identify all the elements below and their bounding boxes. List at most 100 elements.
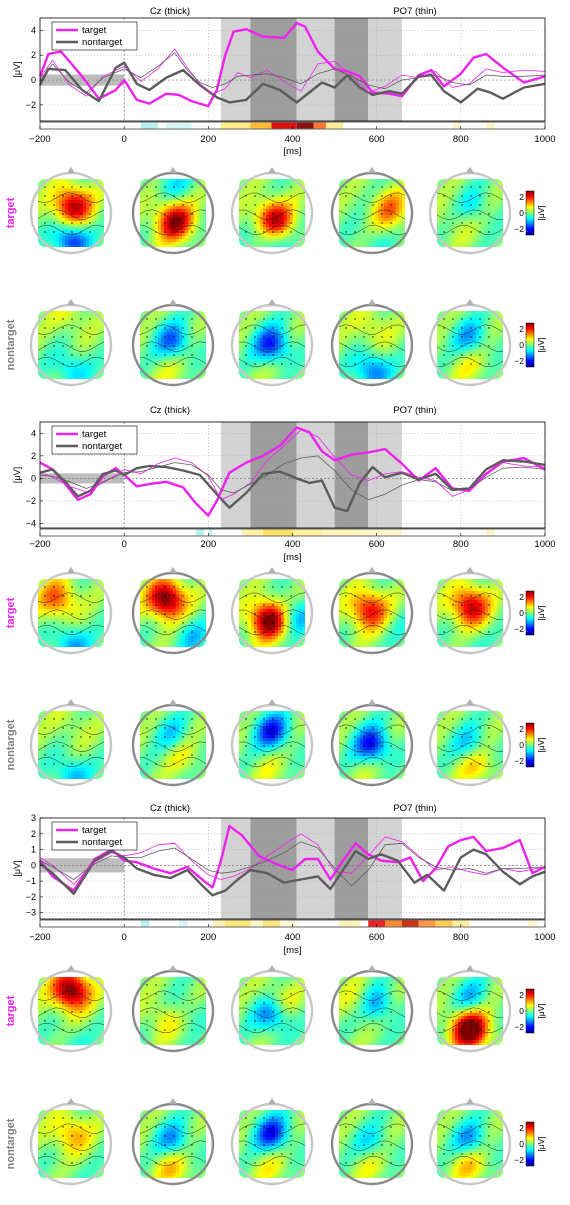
topomap-cell: [378, 230, 381, 233]
topomap-cell: [482, 245, 485, 248]
topomap-cell: [77, 347, 80, 350]
topomap-cell: [167, 203, 170, 206]
electrode-dot: [155, 336, 156, 337]
topomap-cell: [194, 203, 197, 206]
topomap-cell: [491, 200, 494, 203]
topomap-cell: [263, 323, 266, 326]
topomap-cell: [92, 332, 95, 335]
topomap-cell: [299, 329, 302, 332]
topomap-cell: [185, 326, 188, 329]
topomap-cell: [149, 191, 152, 194]
topomap-cell: [381, 215, 384, 218]
topomap-cell: [68, 335, 71, 338]
significance-segment: [141, 123, 158, 129]
topomap-cell: [38, 203, 41, 206]
topomap-cell: [402, 182, 405, 185]
topomap-cell: [473, 182, 476, 185]
topomap-cell: [375, 194, 378, 197]
topomap-cell: [191, 236, 194, 239]
topomap-cell: [272, 338, 275, 341]
topomap-cell: [185, 359, 188, 362]
topomap-cell: [257, 353, 260, 356]
topomap-cell: [360, 350, 363, 353]
topomap-cell: [197, 218, 200, 221]
topomap-cell: [176, 221, 179, 224]
topomap-cell: [257, 332, 260, 335]
topomap-cell: [381, 350, 384, 353]
topomap-cell: [452, 239, 455, 242]
electrode-dot: [281, 195, 282, 196]
topomap-cell: [339, 347, 342, 350]
topomap-cell: [342, 188, 345, 191]
topomap-cell: [366, 191, 369, 194]
topomap-cell: [348, 329, 351, 332]
topomap-cell: [92, 218, 95, 221]
topomap-cell: [497, 212, 500, 215]
topomap-cell: [488, 236, 491, 239]
electrode-dot: [62, 354, 63, 355]
topomap-cell: [200, 230, 203, 233]
topomap-cell: [366, 242, 369, 245]
topomap-cell: [176, 203, 179, 206]
topomap-cell: [83, 347, 86, 350]
topomap-cell: [194, 314, 197, 317]
topomap-cell: [357, 236, 360, 239]
topomap-cell: [251, 197, 254, 200]
topomap-cell: [281, 236, 284, 239]
topomap-cell: [351, 332, 354, 335]
topomap-cell: [396, 185, 399, 188]
topomap-cell: [239, 344, 242, 347]
topomap-cell: [272, 179, 275, 182]
topomap-cell: [242, 344, 245, 347]
topomap-cell: [251, 221, 254, 224]
topomap-cell: [455, 206, 458, 209]
topomap-cell: [194, 362, 197, 365]
topomap-cell: [363, 245, 366, 248]
topomap-cell: [68, 227, 71, 230]
electrode-dot: [281, 336, 282, 337]
topomap-cell: [164, 350, 167, 353]
topomap-cell: [272, 341, 275, 344]
electrode-dot: [164, 231, 165, 232]
electrode-dot: [281, 186, 282, 187]
topomap-cell: [74, 230, 77, 233]
topomap-cell: [260, 362, 263, 365]
topomap-cell: [485, 227, 488, 230]
topomap-cell: [302, 335, 305, 338]
topomap-cell: [242, 338, 245, 341]
topomap-cell: [74, 245, 77, 248]
topomap-cell: [242, 320, 245, 323]
topomap-cell: [101, 221, 104, 224]
topomap-cell: [251, 203, 254, 206]
topomap-cell: [62, 224, 65, 227]
electrode-dot: [44, 318, 45, 319]
topomap-cell: [77, 338, 80, 341]
topomap-cell: [269, 326, 272, 329]
topomap-cell: [458, 230, 461, 233]
topomap-cell: [348, 356, 351, 359]
topomap-cell: [263, 311, 266, 314]
topomap-cell: [452, 182, 455, 185]
topomap-cell: [263, 233, 266, 236]
topomap-cell: [71, 227, 74, 230]
electrode-dot: [372, 222, 373, 223]
topomap-cell: [149, 182, 152, 185]
topomap-cell: [339, 377, 342, 380]
topomap-cell: [74, 332, 77, 335]
topomap-cell: [41, 344, 44, 347]
topomap-cell: [284, 239, 287, 242]
electrode-dot: [191, 195, 192, 196]
topomap-head: [31, 167, 111, 253]
nose-marker: [368, 167, 376, 173]
topomap-cell: [68, 230, 71, 233]
topomap-cell: [188, 374, 191, 377]
topomap-cell: [47, 206, 50, 209]
topomap-cell: [77, 329, 80, 332]
topomap-cell: [296, 188, 299, 191]
topomap-cell: [179, 374, 182, 377]
topomap-cell: [366, 179, 369, 182]
topomap-cell: [375, 326, 378, 329]
topomap-cell: [152, 221, 155, 224]
topomap-cell: [152, 356, 155, 359]
significance-segment: [314, 123, 327, 129]
